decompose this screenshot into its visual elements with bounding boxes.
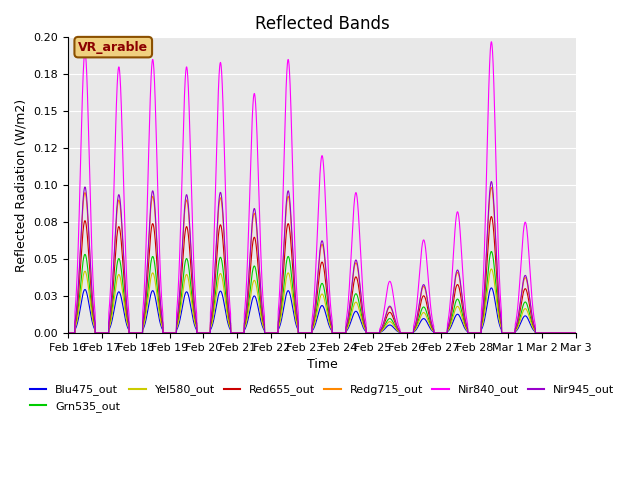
- Nir840_out: [488, 39, 495, 45]
- Line: Grn535_out: Grn535_out: [68, 252, 576, 333]
- Redg715_out: [488, 184, 495, 190]
- Red655_out: [156, 295, 163, 300]
- Nir840_out: [436, 330, 444, 336]
- Yel580_out: [436, 330, 444, 336]
- Y-axis label: Reflected Radiation (W/m2): Reflected Radiation (W/m2): [15, 98, 28, 272]
- Red655_out: [488, 214, 495, 219]
- Nir945_out: [465, 330, 472, 336]
- Yel580_out: [156, 311, 163, 316]
- Blu475_out: [156, 316, 163, 322]
- Line: Blu475_out: Blu475_out: [68, 288, 576, 333]
- Blu475_out: [572, 330, 579, 336]
- Line: Nir840_out: Nir840_out: [68, 42, 576, 333]
- Text: VR_arable: VR_arable: [78, 41, 148, 54]
- Nir840_out: [64, 330, 72, 336]
- Nir945_out: [156, 284, 163, 290]
- Nir945_out: [64, 330, 72, 336]
- Nir945_out: [488, 179, 495, 184]
- Nir840_out: [465, 330, 472, 336]
- Redg715_out: [572, 330, 580, 336]
- Redg715_out: [156, 286, 163, 291]
- Grn535_out: [303, 330, 310, 336]
- Redg715_out: [408, 330, 415, 336]
- Line: Nir945_out: Nir945_out: [68, 181, 576, 333]
- Line: Redg715_out: Redg715_out: [68, 187, 576, 333]
- Redg715_out: [303, 330, 310, 336]
- Grn535_out: [488, 249, 495, 254]
- Blu475_out: [436, 330, 444, 336]
- Yel580_out: [64, 330, 72, 336]
- Line: Yel580_out: Yel580_out: [68, 269, 576, 333]
- Yel580_out: [572, 330, 579, 336]
- Redg715_out: [572, 330, 579, 336]
- Red655_out: [408, 330, 415, 336]
- Grn535_out: [436, 330, 444, 336]
- Red655_out: [64, 330, 72, 336]
- Blu475_out: [303, 330, 310, 336]
- Nir945_out: [572, 330, 580, 336]
- Red655_out: [572, 330, 580, 336]
- Redg715_out: [64, 330, 72, 336]
- Nir945_out: [303, 330, 310, 336]
- Grn535_out: [408, 330, 415, 336]
- Nir945_out: [572, 330, 579, 336]
- Red655_out: [303, 330, 310, 336]
- Line: Red655_out: Red655_out: [68, 216, 576, 333]
- Nir840_out: [408, 330, 415, 336]
- Yel580_out: [408, 330, 415, 336]
- Title: Reflected Bands: Reflected Bands: [255, 15, 389, 33]
- Grn535_out: [156, 305, 163, 311]
- Blu475_out: [465, 330, 472, 336]
- Nir945_out: [436, 330, 444, 336]
- Blu475_out: [572, 330, 580, 336]
- Yel580_out: [488, 266, 495, 272]
- Nir840_out: [572, 330, 579, 336]
- Yel580_out: [465, 330, 472, 336]
- Red655_out: [436, 330, 444, 336]
- Grn535_out: [572, 330, 579, 336]
- Red655_out: [465, 330, 472, 336]
- Nir840_out: [156, 241, 163, 247]
- Grn535_out: [465, 330, 472, 336]
- Blu475_out: [408, 330, 415, 336]
- Legend: Blu475_out, Grn535_out, Yel580_out, Red655_out, Redg715_out, Nir840_out, Nir945_: Blu475_out, Grn535_out, Yel580_out, Red6…: [25, 380, 619, 416]
- Grn535_out: [572, 330, 580, 336]
- Blu475_out: [64, 330, 72, 336]
- X-axis label: Time: Time: [307, 359, 337, 372]
- Nir945_out: [408, 330, 415, 336]
- Nir840_out: [572, 330, 580, 336]
- Redg715_out: [465, 330, 472, 336]
- Grn535_out: [64, 330, 72, 336]
- Red655_out: [572, 330, 579, 336]
- Yel580_out: [303, 330, 310, 336]
- Redg715_out: [436, 330, 444, 336]
- Yel580_out: [572, 330, 580, 336]
- Blu475_out: [488, 285, 495, 291]
- Nir840_out: [303, 330, 310, 336]
